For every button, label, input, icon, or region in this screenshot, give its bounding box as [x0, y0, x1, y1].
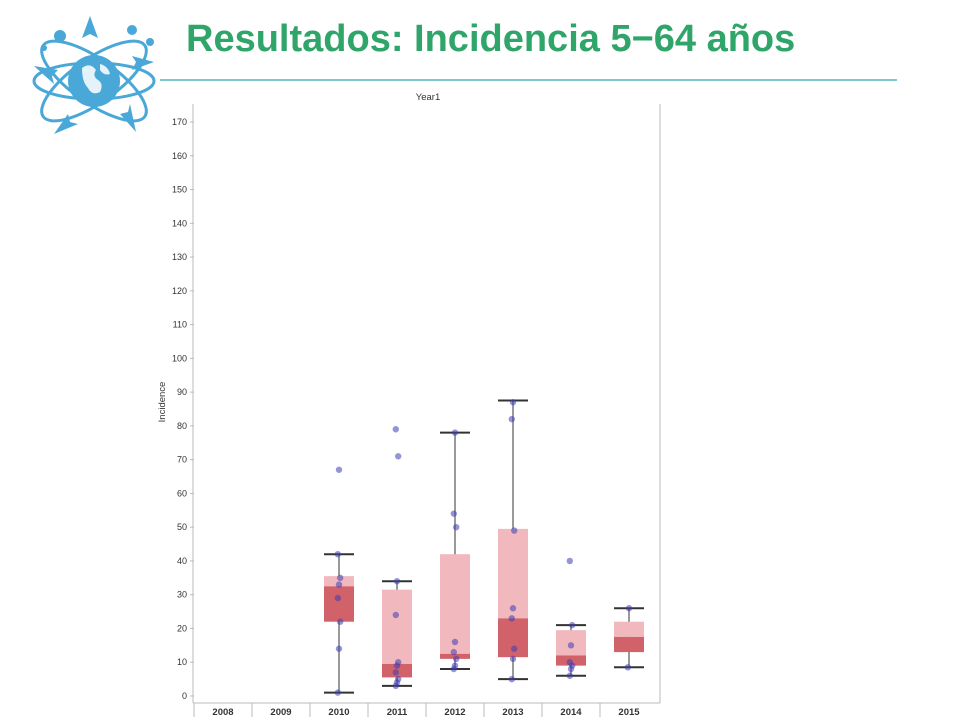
x-tick-label: 2011 — [387, 707, 408, 718]
y-axis-title: Incidence — [157, 382, 168, 423]
data-point — [334, 550, 341, 558]
chart-points — [334, 399, 633, 696]
data-point — [334, 689, 341, 696]
data-point — [392, 611, 399, 619]
data-point — [335, 581, 343, 588]
data-point — [509, 605, 517, 612]
data-point — [453, 655, 460, 663]
y-tick-label: 160 — [172, 151, 187, 161]
x-tick-label: 2008 — [212, 707, 233, 718]
x-tick-label: 2012 — [444, 707, 465, 718]
data-point — [511, 645, 518, 652]
y-tick-label: 0 — [182, 691, 187, 701]
data-point — [566, 659, 573, 666]
data-point — [508, 675, 515, 683]
data-point — [335, 466, 343, 473]
y-tick-label: 120 — [172, 286, 187, 296]
x-tick-label: 2014 — [560, 707, 582, 718]
data-point — [395, 453, 402, 460]
data-point — [393, 578, 401, 585]
y-tick-label: 80 — [177, 421, 187, 431]
y-tick-label: 100 — [172, 353, 187, 363]
box-upper — [498, 528, 528, 619]
x-tick-label: 2009 — [270, 707, 291, 718]
data-point — [451, 429, 459, 436]
box-lower — [324, 586, 354, 622]
y-tick-label: 140 — [172, 218, 187, 228]
data-point — [508, 615, 515, 622]
chart-boxes — [324, 399, 644, 694]
data-point — [567, 642, 575, 649]
data-point — [511, 527, 518, 534]
data-point — [451, 662, 459, 669]
data-point — [335, 645, 343, 652]
title-divider — [160, 79, 897, 81]
box-upper — [324, 576, 354, 587]
box-upper — [614, 621, 644, 637]
data-point — [625, 605, 633, 612]
data-point — [395, 675, 402, 683]
y-tick-label: 110 — [173, 320, 187, 330]
y-tick-label: 60 — [177, 488, 187, 498]
box-upper — [382, 589, 412, 664]
y-tick-label: 150 — [172, 185, 187, 195]
x-tick-label: 2013 — [502, 707, 523, 718]
slide-title: Resultados: Incidencia 5−64 años — [186, 18, 796, 60]
data-point — [334, 594, 341, 602]
chart-axes: 0 10 20 30 40 50 60 70 80 90 100 110 120 130 140 150 160… — [172, 104, 661, 718]
data-point — [450, 510, 457, 517]
data-point — [509, 655, 517, 663]
x-tick-label: 2015 — [618, 707, 640, 718]
box-upper — [440, 554, 470, 654]
data-point — [569, 621, 576, 629]
data-point — [566, 557, 573, 565]
y-tick-label: 30 — [177, 590, 187, 600]
data-point — [337, 618, 344, 625]
data-point — [624, 664, 631, 671]
data-point — [508, 415, 515, 423]
data-point — [566, 672, 573, 679]
y-tick-label: 170 — [172, 117, 187, 127]
data-point — [392, 426, 399, 433]
data-point — [453, 523, 460, 531]
y-tick-label: 90 — [177, 387, 187, 397]
science-logo-icon — [32, 16, 156, 134]
box-lower — [614, 636, 644, 653]
data-point — [395, 659, 402, 666]
data-point — [392, 669, 399, 676]
data-point — [451, 638, 459, 646]
data-point — [337, 574, 344, 582]
y-tick-label: 10 — [177, 657, 187, 667]
y-tick-label: 20 — [177, 623, 187, 633]
data-point — [450, 648, 457, 656]
x-tick-label: 2010 — [328, 707, 349, 718]
y-tick-label: 40 — [177, 556, 187, 566]
chart-title: Year1 — [416, 92, 440, 103]
y-tick-label: 70 — [177, 455, 187, 465]
y-tick-label: 50 — [177, 522, 187, 532]
y-tick-label: 130 — [172, 252, 187, 262]
data-point — [509, 399, 517, 406]
